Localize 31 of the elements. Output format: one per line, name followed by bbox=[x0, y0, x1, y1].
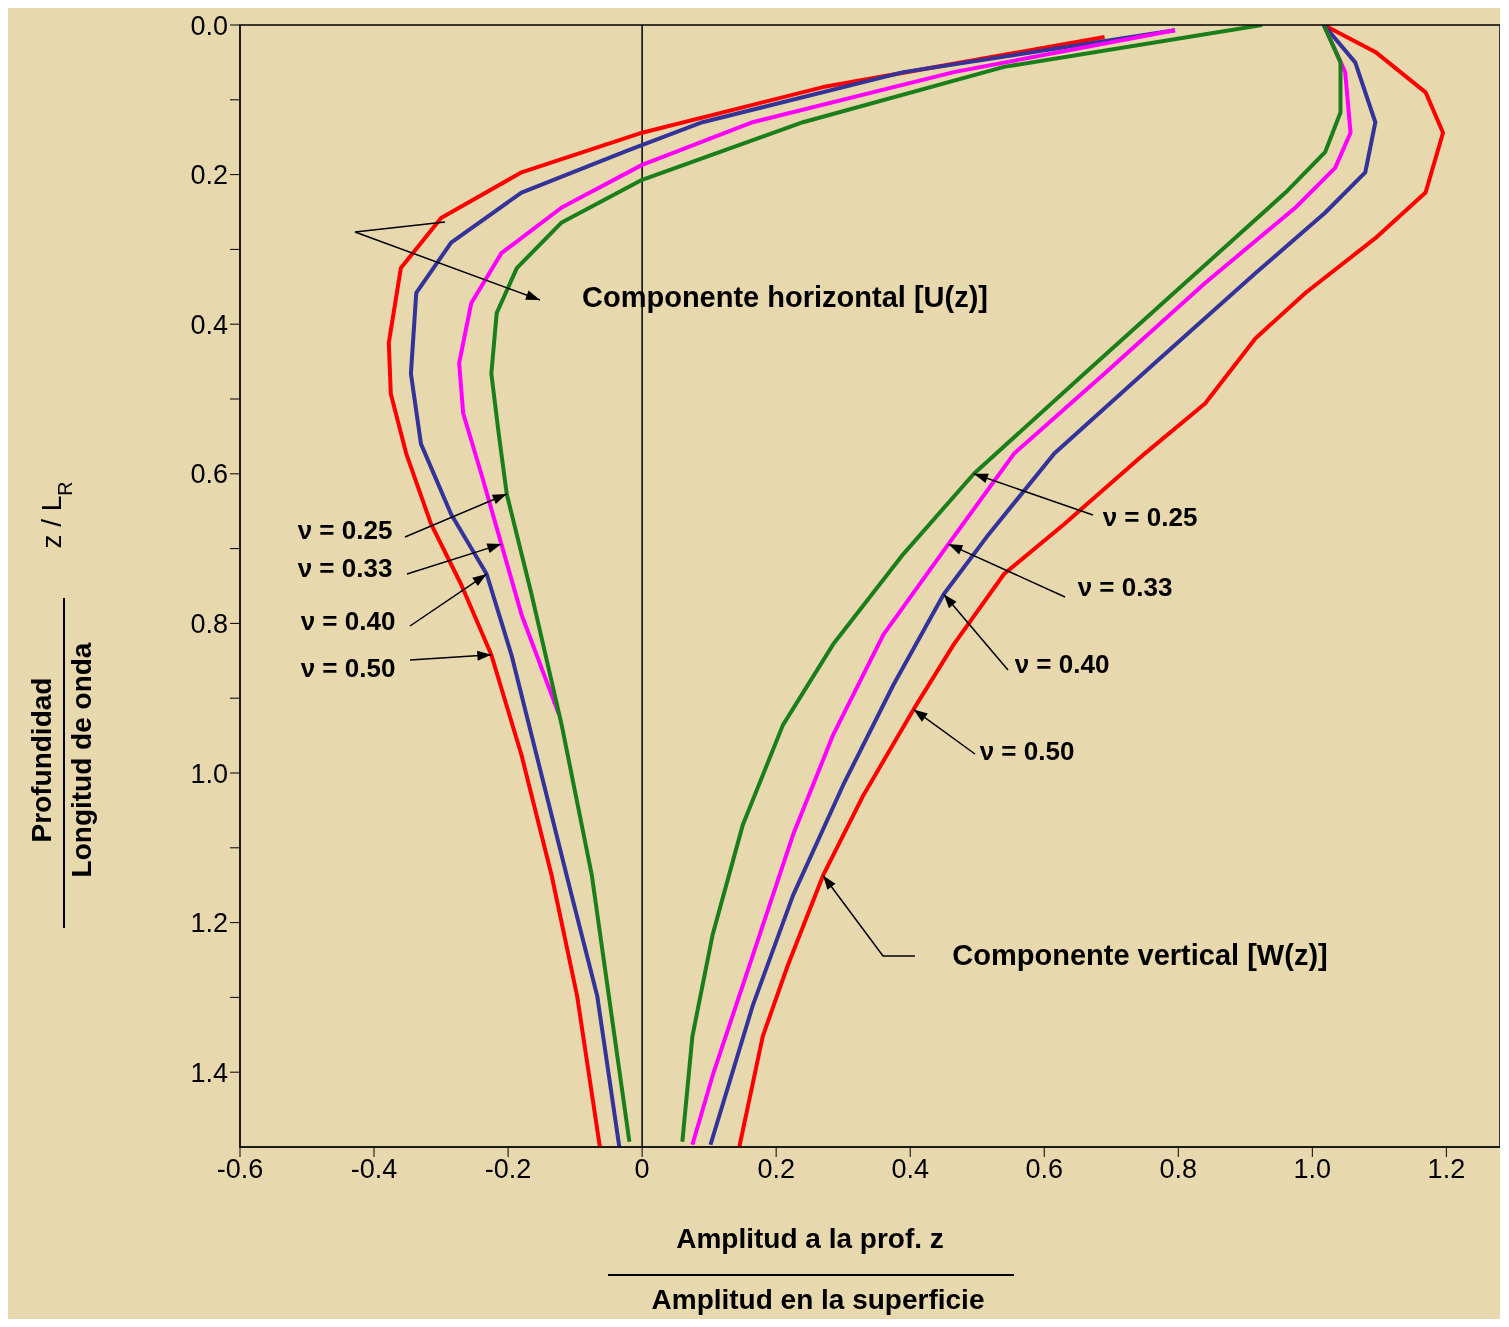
y-tick-label: 0.0 bbox=[190, 10, 228, 41]
x-tick-label: 1.0 bbox=[1293, 1154, 1332, 1185]
x-tick-label: 0 bbox=[634, 1154, 650, 1185]
y-tick-label: 0.2 bbox=[190, 160, 228, 191]
y-tick-label: 0.4 bbox=[190, 309, 228, 340]
x-tick-label: 0.8 bbox=[1159, 1154, 1198, 1185]
y-tick-label: 0.6 bbox=[190, 459, 228, 490]
x-tick-label: -0.2 bbox=[484, 1154, 532, 1185]
x-axis-title: Amplitud a la prof. z bbox=[676, 1223, 944, 1254]
annotation: ν = 0.50 bbox=[979, 736, 1075, 766]
x-tick-label: -0.4 bbox=[350, 1154, 398, 1185]
annotation: ν = 0.40 bbox=[1014, 649, 1110, 679]
y-tick-label: 1.2 bbox=[190, 908, 228, 939]
annotation: ν = 0.25 bbox=[1102, 502, 1198, 532]
y-tick-label: 0.8 bbox=[190, 608, 228, 639]
y-tick-label: 1.4 bbox=[190, 1057, 228, 1088]
y-tick-label: 1.0 bbox=[190, 758, 228, 789]
x-tick-label: 0.6 bbox=[1025, 1154, 1064, 1185]
annotation: ν = 0.33 bbox=[1077, 572, 1173, 602]
annotation: ν = 0.33 bbox=[297, 553, 393, 583]
annotation: ν = 0.40 bbox=[300, 606, 396, 636]
text: Amplitud en la superficie bbox=[651, 1284, 985, 1315]
x-tick-label: 0.4 bbox=[891, 1154, 929, 1185]
y-axis-title: Profundidad bbox=[26, 677, 57, 843]
text: Longitud de onda bbox=[66, 642, 97, 878]
x-tick-label: -0.6 bbox=[216, 1154, 264, 1185]
annotation: ν = 0.50 bbox=[300, 653, 396, 683]
annotation: Componente vertical [W(z)] bbox=[952, 939, 1328, 971]
annotation: ν = 0.25 bbox=[297, 515, 393, 545]
x-tick-label: 0.2 bbox=[757, 1154, 795, 1185]
x-tick-label: 1.2 bbox=[1427, 1154, 1466, 1185]
